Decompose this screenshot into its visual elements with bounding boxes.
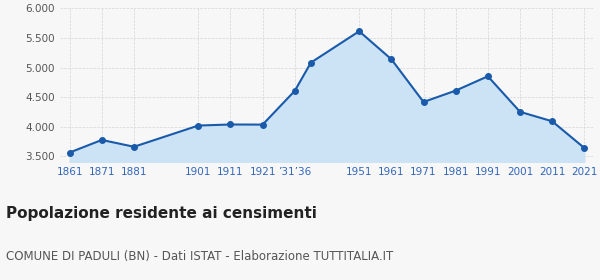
Text: COMUNE DI PADULI (BN) - Dati ISTAT - Elaborazione TUTTITALIA.IT: COMUNE DI PADULI (BN) - Dati ISTAT - Ela…	[6, 250, 393, 263]
Text: Popolazione residente ai censimenti: Popolazione residente ai censimenti	[6, 206, 317, 221]
